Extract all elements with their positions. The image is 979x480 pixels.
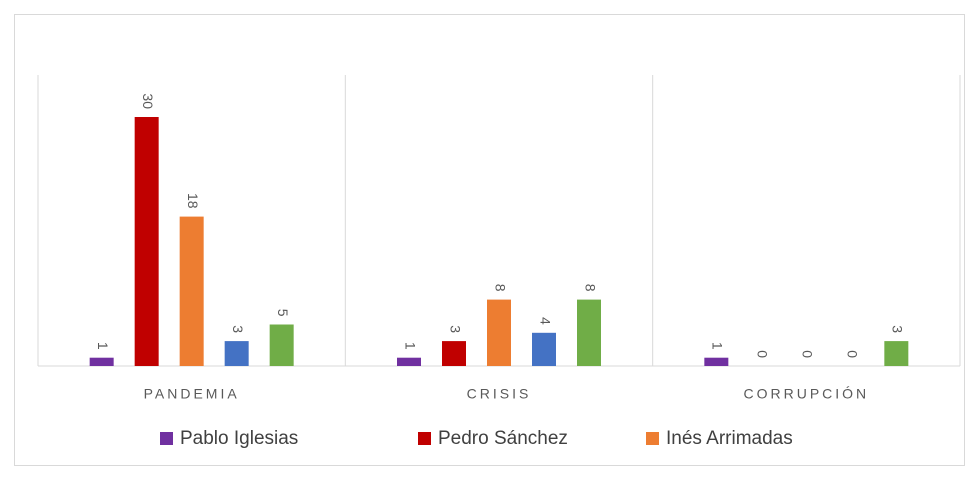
data-label: 30 xyxy=(140,93,156,109)
bar xyxy=(269,324,294,366)
bar xyxy=(532,332,556,366)
bar xyxy=(89,357,114,366)
legend-swatch xyxy=(418,432,431,445)
data-label: 4 xyxy=(537,317,553,325)
legend-label: Inés Arrimadas xyxy=(666,428,793,449)
legend-swatch xyxy=(160,432,173,445)
data-label: 0 xyxy=(845,350,861,358)
x-tick-label: PANDEMIA xyxy=(144,386,240,402)
data-label: 1 xyxy=(710,342,726,350)
bar xyxy=(577,299,601,366)
legend-swatch xyxy=(646,432,659,445)
bar xyxy=(179,216,204,366)
data-label: 0 xyxy=(800,350,816,358)
bar xyxy=(884,341,909,366)
bar xyxy=(442,341,466,366)
data-label: 3 xyxy=(447,325,463,333)
data-label: 8 xyxy=(582,284,598,292)
x-tick-label: CRISIS xyxy=(467,386,532,402)
bar xyxy=(134,117,159,366)
data-label: 18 xyxy=(185,193,201,209)
x-tick-label: CORRUPCIÓN xyxy=(743,386,869,402)
bar xyxy=(224,341,249,366)
chart-frame xyxy=(14,14,965,466)
legend-label: Pablo Iglesias xyxy=(180,428,298,449)
data-label: 0 xyxy=(755,350,771,358)
bar xyxy=(397,357,421,366)
legend-label: Pedro Sánchez xyxy=(438,428,568,449)
bar xyxy=(487,299,511,366)
data-label: 3 xyxy=(890,325,906,333)
bar xyxy=(704,357,729,366)
data-label: 1 xyxy=(95,342,111,350)
data-label: 1 xyxy=(402,342,418,350)
data-label: 3 xyxy=(230,325,246,333)
data-label: 8 xyxy=(492,284,508,292)
data-label: 5 xyxy=(275,309,291,317)
